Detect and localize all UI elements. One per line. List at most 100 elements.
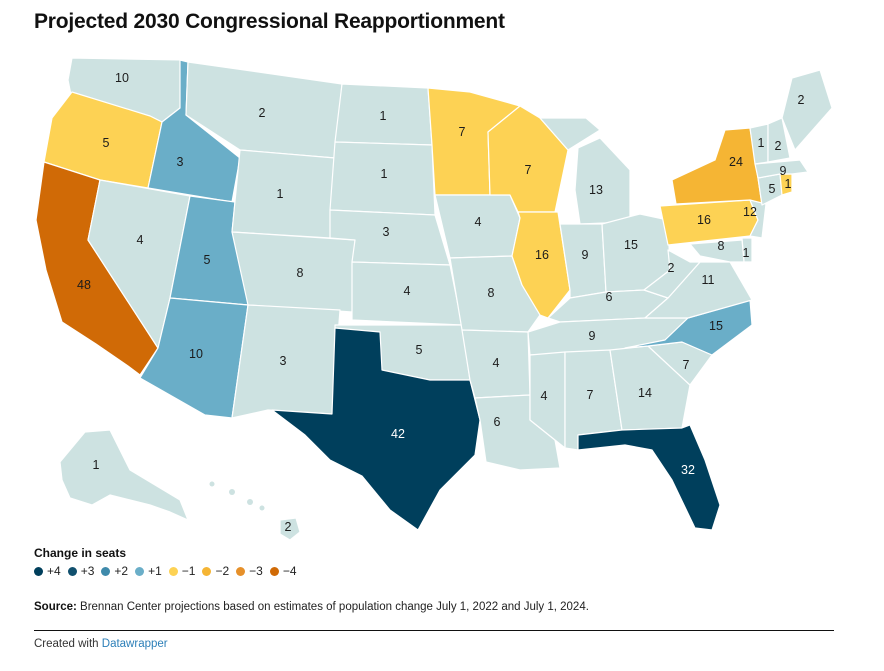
- state-ma[interactable]: [754, 159, 809, 179]
- legend-label: +3: [80, 564, 95, 578]
- legend-item: −1: [168, 564, 196, 578]
- hi-island-1: [209, 481, 215, 487]
- hi-island-2: [229, 489, 235, 495]
- state-md[interactable]: [689, 239, 745, 263]
- label-wa: 10: [115, 71, 129, 85]
- label-sc: 7: [683, 358, 690, 372]
- label-mt: 2: [259, 106, 266, 120]
- state-co[interactable]: [231, 231, 356, 313]
- label-id: 3: [177, 155, 184, 169]
- legend-item: +3: [67, 564, 95, 578]
- source-note: Source: Brennan Center projections based…: [34, 601, 589, 613]
- legend-item: +4: [34, 564, 61, 578]
- state-nh[interactable]: [767, 117, 791, 163]
- legend-item: −2: [202, 564, 229, 578]
- label-ut: 5: [204, 253, 211, 267]
- label-ks: 4: [404, 284, 411, 298]
- label-nc: 15: [709, 319, 723, 333]
- footer-divider: [34, 630, 834, 631]
- label-la: 6: [494, 415, 501, 429]
- chart-title: Projected 2030 Congressional Reapportion…: [34, 10, 505, 33]
- state-tx[interactable]: [271, 327, 481, 531]
- state-hi[interactable]: [279, 517, 301, 541]
- label-ar: 4: [493, 356, 500, 370]
- label-tn: 9: [589, 329, 596, 343]
- label-mi: 13: [589, 183, 603, 197]
- label-nv: 4: [137, 233, 144, 247]
- label-ak: 1: [93, 458, 100, 472]
- source-label: Source:: [34, 601, 77, 613]
- label-wy: 1: [277, 187, 284, 201]
- label-vt: 1: [758, 136, 765, 150]
- legend-swatch-icon: [236, 566, 246, 576]
- label-ga: 14: [638, 386, 652, 400]
- label-ma: 9: [780, 164, 787, 178]
- state-fl[interactable]: [577, 424, 721, 531]
- legend-swatch-icon: [34, 566, 43, 576]
- datawrapper-link[interactable]: Datawrapper: [101, 638, 168, 650]
- label-ny: 24: [729, 155, 743, 169]
- label-fl: 32: [681, 463, 695, 477]
- label-al: 7: [587, 388, 594, 402]
- label-nj: 12: [743, 205, 757, 219]
- label-me: 2: [798, 93, 805, 107]
- label-oh: 15: [624, 238, 638, 252]
- legend-swatch-icon: [202, 566, 212, 576]
- legend-item: −4: [269, 564, 297, 578]
- legend: Change in seats +4 +3 +2 +1 −1 −2 −3 −4: [34, 546, 297, 578]
- legend-label: +4: [47, 564, 61, 578]
- label-nm: 3: [280, 354, 287, 368]
- legend-label: −4: [282, 564, 297, 578]
- legend-label: +1: [148, 564, 162, 578]
- state-me[interactable]: [781, 69, 833, 151]
- legend-items: +4 +3 +2 +1 −1 −2 −3 −4: [34, 564, 297, 578]
- us-map-svg: 10 5 48 3 4 5 10 2 1 8 3 1 1 3 4 5 42 7 …: [35, 57, 833, 541]
- label-va: 11: [702, 273, 715, 287]
- legend-label: −1: [181, 564, 196, 578]
- label-ne: 3: [383, 225, 390, 239]
- us-map: 10 5 48 3 4 5 10 2 1 8 3 1 1 3 4 5 42 7 …: [0, 44, 884, 544]
- label-mo: 8: [488, 286, 495, 300]
- legend-swatch-icon: [101, 566, 111, 576]
- label-tx: 42: [391, 427, 405, 441]
- state-ny[interactable]: [671, 127, 763, 206]
- legend-swatch-icon: [135, 566, 145, 576]
- label-ok: 5: [416, 343, 423, 357]
- legend-label: −2: [215, 564, 230, 578]
- legend-swatch-icon: [269, 566, 279, 576]
- label-mn: 7: [459, 125, 466, 139]
- label-sd: 1: [381, 167, 388, 181]
- state-ak[interactable]: [59, 429, 189, 521]
- label-md: 8: [718, 239, 725, 253]
- label-ms: 4: [541, 389, 548, 403]
- legend-item: +2: [101, 564, 128, 578]
- legend-label: −3: [249, 564, 263, 578]
- legend-title: Change in seats: [34, 546, 127, 560]
- label-wi: 7: [525, 163, 532, 177]
- label-co: 8: [297, 266, 304, 280]
- legend-swatch-icon: [168, 566, 178, 576]
- legend-item: −3: [236, 564, 263, 578]
- label-wv: 2: [668, 261, 675, 275]
- label-il: 16: [535, 248, 549, 262]
- label-in: 9: [582, 248, 589, 262]
- label-ca: 48: [77, 278, 91, 292]
- label-pa: 16: [697, 213, 711, 227]
- legend-item: +1: [135, 564, 162, 578]
- label-nh: 2: [775, 139, 782, 153]
- label-de: 1: [743, 246, 750, 260]
- label-ia: 4: [475, 215, 482, 229]
- state-wy[interactable]: [231, 149, 336, 239]
- label-ct: 5: [769, 182, 776, 196]
- legend-swatch-icon: [67, 566, 77, 576]
- label-ri: 1: [785, 177, 792, 191]
- label-or: 5: [103, 136, 110, 150]
- label-nd: 1: [380, 109, 387, 123]
- hi-island-4: [259, 505, 265, 511]
- legend-label: +2: [114, 564, 129, 578]
- state-wv[interactable]: [643, 249, 701, 299]
- credit-line: Created with Datawrapper: [34, 638, 168, 650]
- label-ky: 6: [606, 290, 613, 304]
- credit-prefix: Created with: [34, 638, 102, 650]
- hi-island-3: [247, 499, 253, 505]
